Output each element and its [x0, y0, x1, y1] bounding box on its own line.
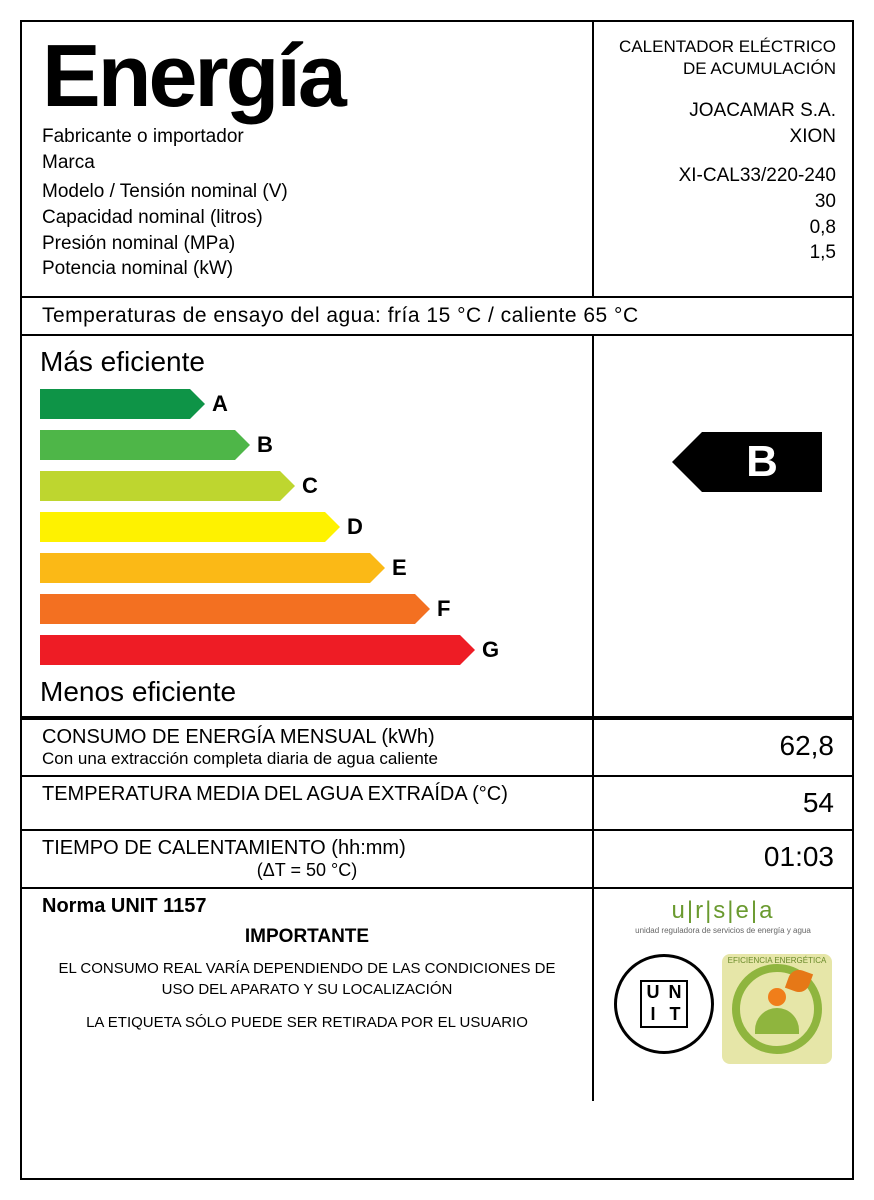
- capacity-label: Capacidad nominal (litros): [42, 205, 263, 231]
- more-efficient-label: Más eficiente: [40, 346, 574, 378]
- norma-label: Norma UNIT 1157: [42, 895, 572, 918]
- temp-value: 54: [592, 777, 852, 829]
- bar-shape: [40, 512, 325, 542]
- bar-shape: [40, 430, 235, 460]
- power-value: 1,5: [610, 240, 836, 266]
- pressure-value: 0,8: [610, 215, 836, 241]
- bar-letter: G: [482, 637, 499, 663]
- bar-letter: B: [257, 432, 273, 458]
- header-right: CALENTADOR ELÉCTRICO DE ACUMULACIÓN JOAC…: [592, 22, 852, 296]
- product-type-2: DE ACUMULACIÓN: [610, 58, 836, 80]
- certification-badges: UNIT EFICIENCIA ENERGÉTICA: [604, 954, 842, 1064]
- bar-letter: C: [302, 473, 318, 499]
- temp-title: TEMPERATURA MEDIA DEL AGUA EXTRAÍDA (°C): [42, 783, 572, 806]
- person-icon: [752, 984, 802, 1034]
- footer-row: Norma UNIT 1157 IMPORTANTE EL CONSUMO RE…: [22, 889, 852, 1101]
- ursea-text: u|r|s|e|a: [672, 897, 775, 924]
- time-title: TIEMPO DE CALENTAMIENTO (hh:mm): [42, 837, 572, 860]
- header-row: Energía Fabricante o importador Marca Mo…: [22, 22, 852, 298]
- power-label: Potencia nominal (kW): [42, 256, 233, 282]
- main-title: Energía: [42, 32, 572, 120]
- consumption-title: CONSUMO DE ENERGÍA MENSUAL (kWh): [42, 726, 572, 749]
- consumption-sub: Con una extracción completa diaria de ag…: [42, 749, 572, 769]
- rating-letter: B: [746, 437, 778, 487]
- importante-label: IMPORTANTE: [42, 926, 572, 948]
- energy-efficiency-badge-icon: EFICIENCIA ENERGÉTICA: [722, 954, 832, 1064]
- pressure-label: Presión nominal (MPa): [42, 231, 235, 257]
- efficiency-section: Más eficiente A B C D E F G Menos eficiente B: [22, 336, 852, 720]
- efficiency-bar-c: C: [40, 468, 574, 504]
- product-type-1: CALENTADOR ELÉCTRICO: [610, 36, 836, 58]
- efficiency-bar-d: D: [40, 509, 574, 545]
- consumption-value: 62,8: [592, 720, 852, 775]
- efficiency-bar-f: F: [40, 591, 574, 627]
- header-left: Energía Fabricante o importador Marca Mo…: [22, 22, 592, 296]
- efficiency-bar-b: B: [40, 427, 574, 463]
- footer-right: u|r|s|e|a unidad reguladora de servicios…: [592, 889, 852, 1101]
- bar-shape: [40, 553, 370, 583]
- capacity-value: 30: [610, 189, 836, 215]
- bar-letter: F: [437, 596, 450, 622]
- footer-text-1: EL CONSUMO REAL VARÍA DEPENDIENDO DE LAS…: [42, 958, 572, 1000]
- brand-label: Marca: [42, 150, 95, 176]
- bar-letter: E: [392, 555, 407, 581]
- test-temperature-row: Temperaturas de ensayo del agua: fría 15…: [22, 298, 852, 336]
- bar-letter: D: [347, 514, 363, 540]
- energy-label: Energía Fabricante o importador Marca Mo…: [20, 20, 854, 1180]
- model-value: XI-CAL33/220-240: [610, 163, 836, 189]
- unit-badge-icon: UNIT: [614, 954, 714, 1054]
- unit-grid: UNIT: [640, 980, 688, 1028]
- less-efficient-label: Menos eficiente: [40, 676, 574, 708]
- manufacturer-label: Fabricante o importador: [42, 124, 244, 150]
- footer-text-2: LA ETIQUETA SÓLO PUEDE SER RETIRADA POR …: [42, 1012, 572, 1033]
- time-value: 01:03: [592, 831, 852, 887]
- bar-shape: [40, 471, 280, 501]
- efficiency-chart: Más eficiente A B C D E F G Menos eficiente: [22, 336, 592, 716]
- efficiency-bars: A B C D E F G: [40, 386, 574, 668]
- model-label: Modelo / Tensión nominal (V): [42, 179, 288, 205]
- efficiency-bar-a: A: [40, 386, 574, 422]
- efficiency-rating-panel: B: [592, 336, 852, 716]
- bar-shape: [40, 594, 415, 624]
- ursea-logo: u|r|s|e|a unidad reguladora de servicios…: [604, 897, 842, 936]
- consumption-row: CONSUMO DE ENERGÍA MENSUAL (kWh) Con una…: [22, 720, 852, 777]
- rating-badge: B: [702, 432, 822, 492]
- temperature-row: TEMPERATURA MEDIA DEL AGUA EXTRAÍDA (°C)…: [22, 777, 852, 831]
- bar-shape: [40, 635, 460, 665]
- manufacturer-value: JOACAMAR S.A.: [610, 98, 836, 124]
- time-sub: (ΔT = 50 °C): [42, 860, 572, 881]
- brand-value: XION: [610, 124, 836, 150]
- footer-left: Norma UNIT 1157 IMPORTANTE EL CONSUMO RE…: [22, 889, 592, 1101]
- heating-time-row: TIEMPO DE CALENTAMIENTO (hh:mm) (ΔT = 50…: [22, 831, 852, 889]
- bar-shape: [40, 389, 190, 419]
- efficiency-bar-g: G: [40, 632, 574, 668]
- ursea-subtitle: unidad reguladora de servicios de energí…: [604, 927, 842, 936]
- bar-letter: A: [212, 391, 228, 417]
- efficiency-bar-e: E: [40, 550, 574, 586]
